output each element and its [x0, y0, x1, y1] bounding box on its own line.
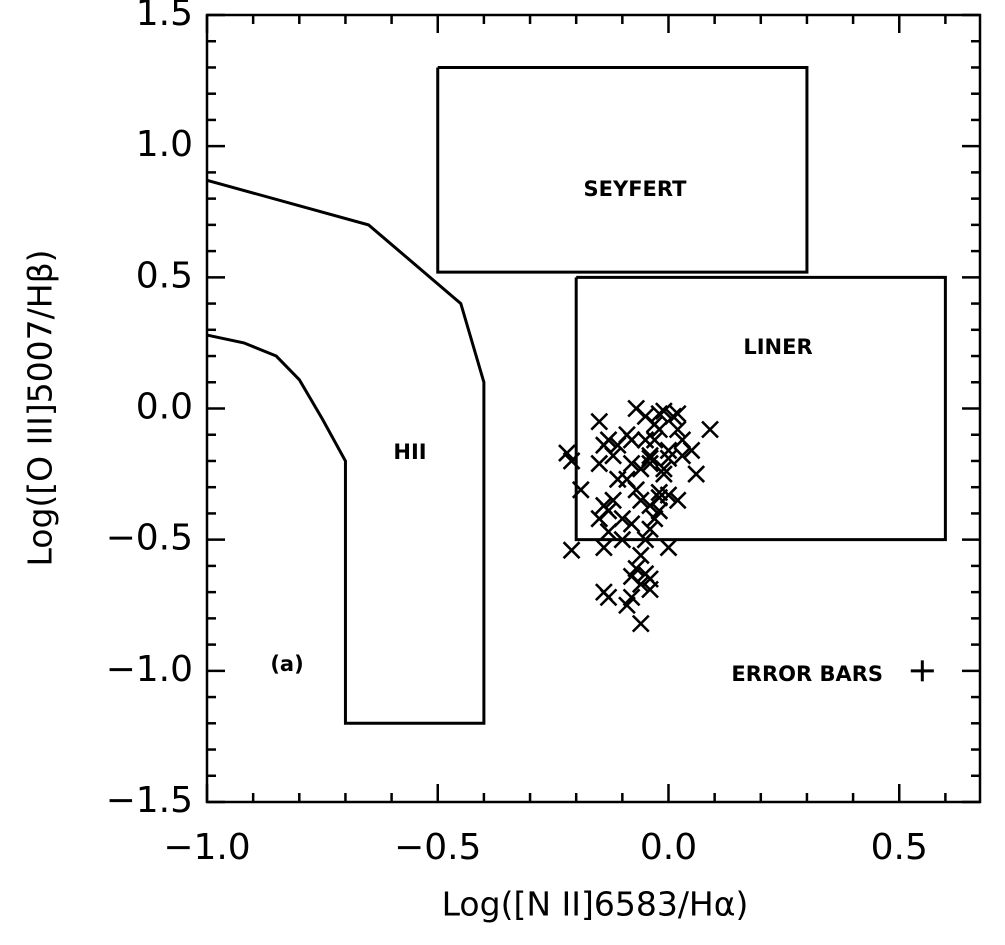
scatter-point [664, 407, 683, 426]
x-tick-label: −1.0 [163, 827, 250, 868]
scatter-point [613, 509, 632, 528]
scatter-point [594, 538, 613, 557]
scatter-point [571, 480, 590, 499]
scatter-point [682, 441, 701, 460]
scatter-point [701, 420, 719, 439]
annotation: ERROR BARS [731, 662, 883, 686]
x-tick-label: −0.5 [394, 827, 481, 868]
scatter-point [622, 567, 641, 586]
scatter-point [622, 515, 641, 533]
region-boundary [206, 178, 486, 725]
y-tick-label: 0.0 [136, 387, 193, 428]
scatter-point [622, 588, 641, 607]
y-tick-label: 1.0 [136, 124, 193, 165]
region-boundary [436, 65, 809, 274]
scatter-point [631, 546, 650, 565]
scatter-point [668, 404, 687, 423]
region-boundary [574, 275, 947, 542]
scatter-point [590, 454, 609, 473]
scatter-point [668, 420, 687, 439]
scatter-point [622, 454, 641, 473]
scatter-point [631, 614, 650, 633]
scatter-point [613, 530, 632, 549]
scatter-point [659, 449, 678, 468]
scatter-point [562, 452, 581, 470]
scatter-point [608, 436, 627, 455]
scatter-point [599, 431, 618, 449]
scatter-point [636, 530, 655, 549]
scatter-point [650, 501, 669, 520]
scatter-point [562, 541, 581, 560]
scatter-point [650, 420, 669, 439]
scatter-point [622, 431, 641, 449]
scatter-point [608, 470, 627, 489]
y-tick-label: −0.5 [106, 518, 193, 559]
x-axis-title: Log([N II]6583/Hα) [442, 885, 749, 924]
scatter-point [668, 491, 687, 510]
scatter-point [659, 538, 678, 557]
scatter-point [627, 480, 646, 499]
scatter-point [641, 454, 659, 473]
scatter-point [641, 449, 659, 468]
y-tick-label: −1.5 [106, 780, 193, 821]
scatter-point [650, 488, 669, 507]
scatter-point [590, 509, 609, 528]
scatter-point [641, 446, 659, 465]
scatter-point [599, 588, 618, 607]
scatter-point [631, 491, 650, 510]
scatter-point [590, 412, 609, 431]
x-tick-label: 0.0 [640, 827, 697, 868]
scatter-point [654, 465, 673, 484]
scatter-point [654, 459, 673, 478]
scatter-point [604, 491, 623, 510]
scatter-point [673, 446, 692, 465]
scatter-point [604, 446, 623, 465]
x-tick-label: 0.5 [871, 827, 928, 868]
y-axis-title: Log([O III]5007/Hβ) [21, 249, 60, 566]
scatter-point [650, 404, 669, 423]
scatter-point [641, 520, 659, 539]
annotation: (a) [270, 652, 303, 676]
y-tick-label: 0.5 [136, 255, 193, 296]
scatter-point [641, 580, 659, 599]
scatter-point [636, 431, 655, 449]
region-label: SEYFERT [584, 177, 688, 201]
scatter-point [687, 465, 706, 484]
scatter-point [654, 402, 673, 421]
region-label: LINER [743, 335, 812, 359]
scatter-point [599, 522, 618, 541]
scatter-point [659, 441, 678, 460]
region-label: HII [393, 440, 426, 464]
y-tick-label: −1.0 [106, 649, 193, 690]
y-tick-label: 1.5 [136, 0, 193, 34]
